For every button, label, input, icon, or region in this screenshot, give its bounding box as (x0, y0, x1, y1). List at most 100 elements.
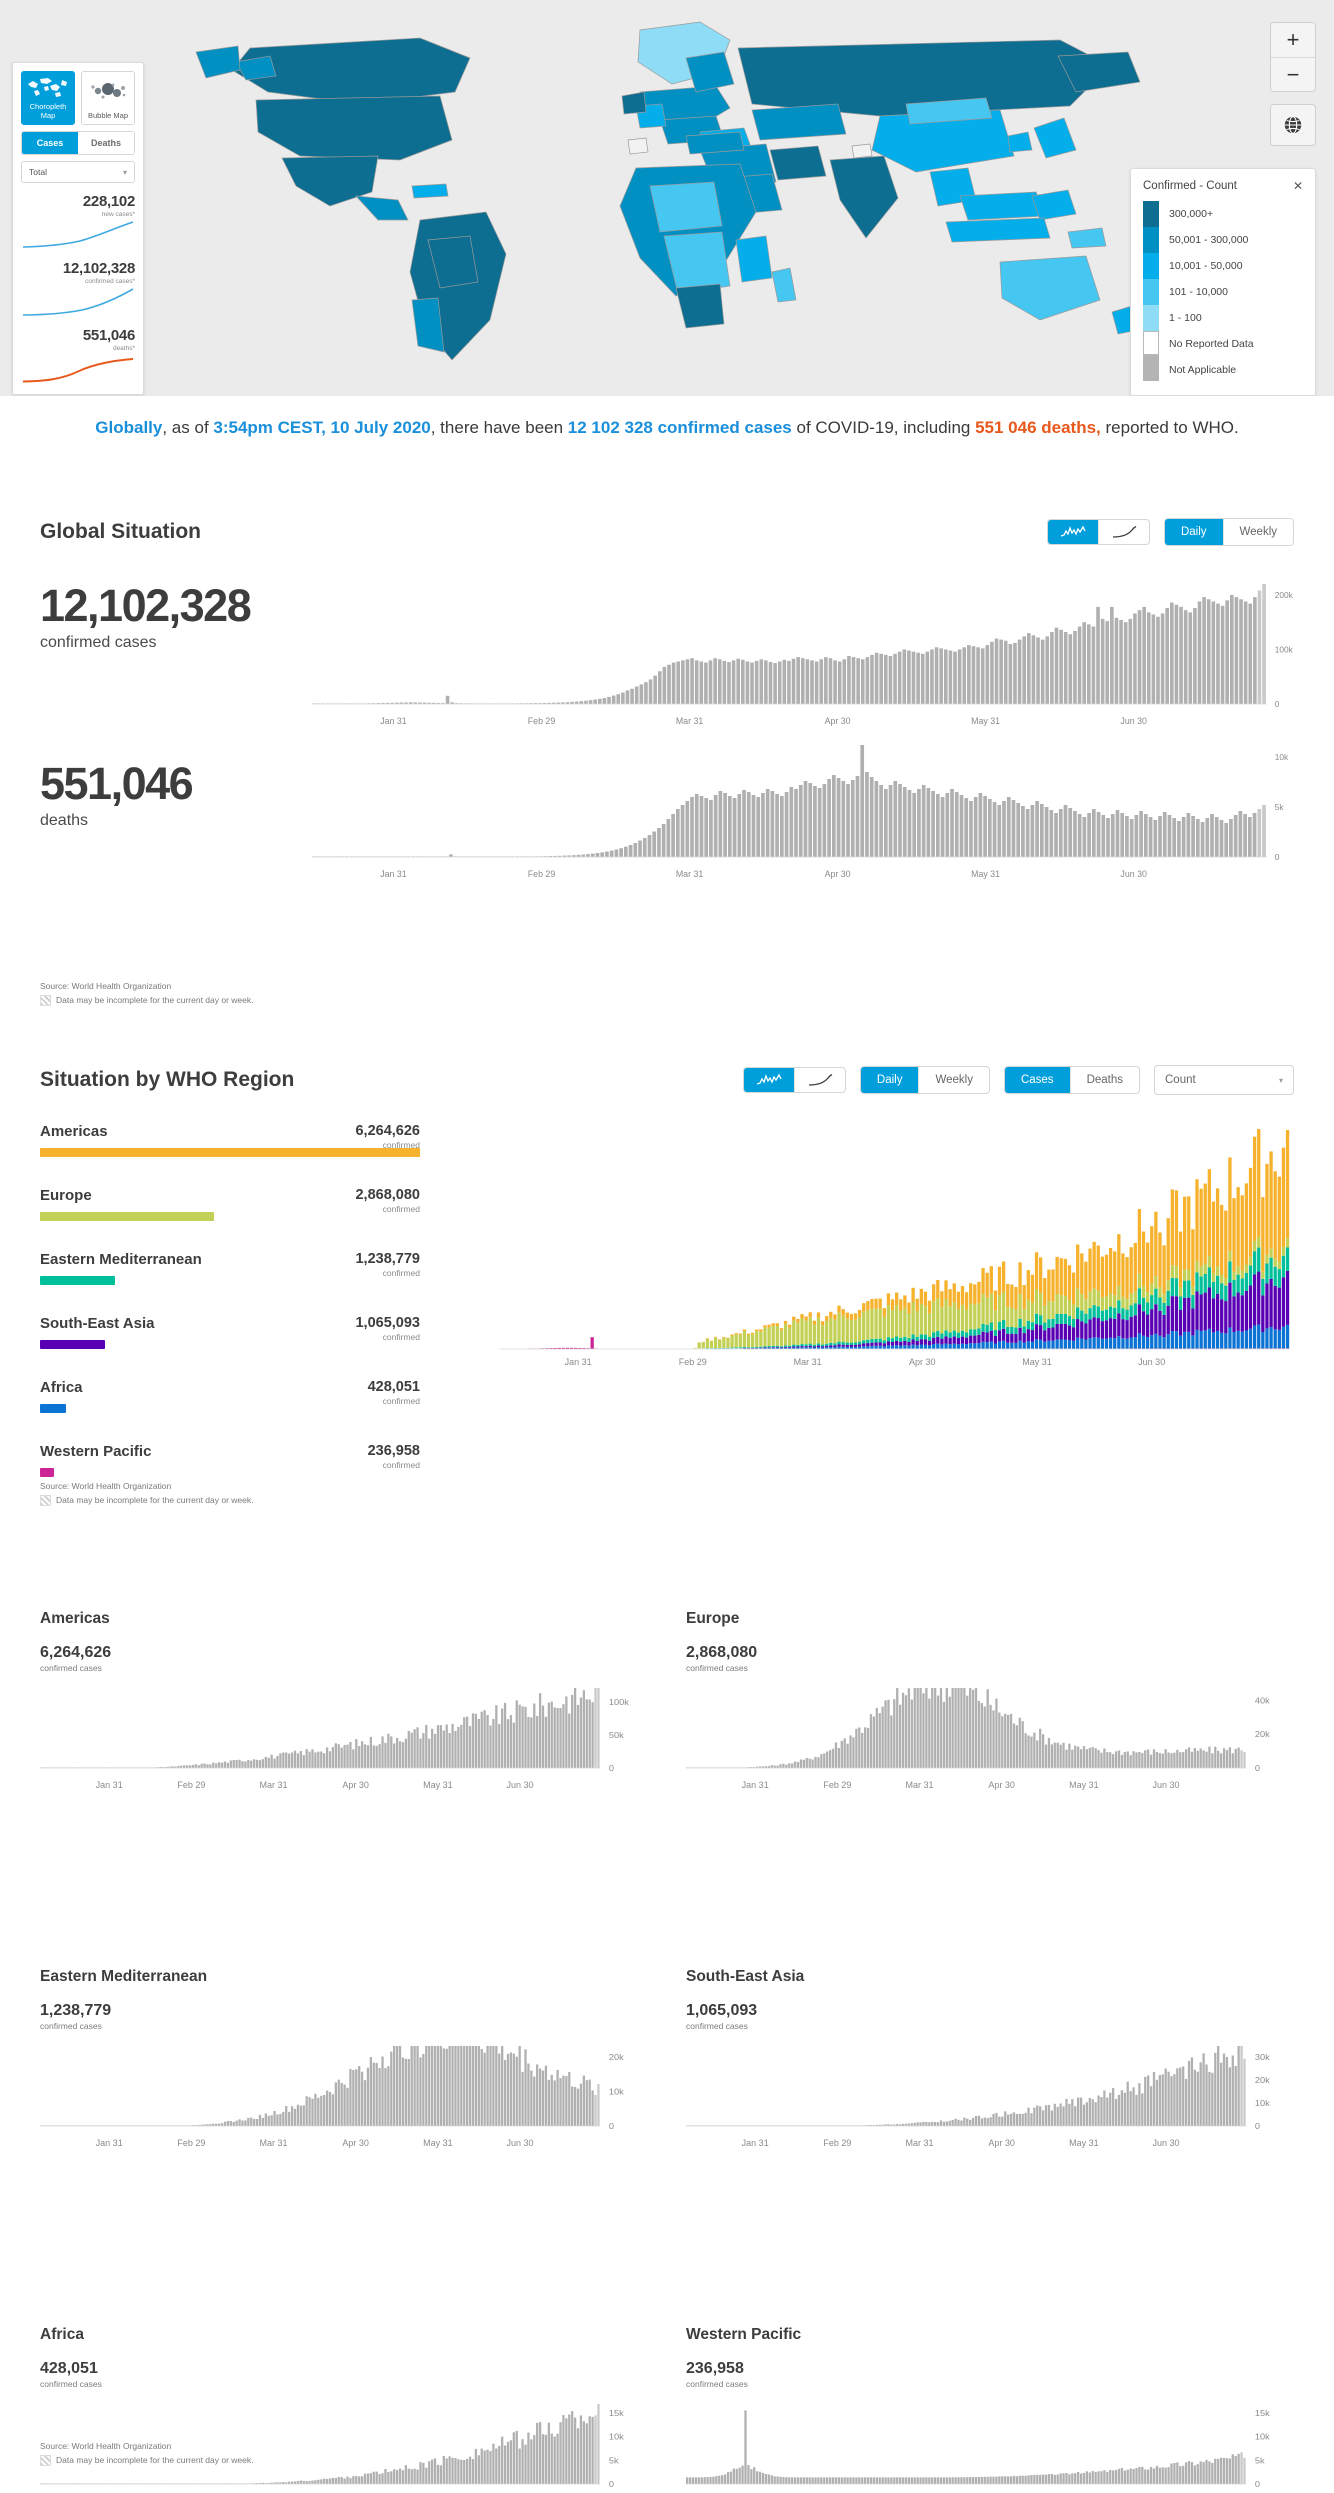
svg-text:0: 0 (1275, 852, 1280, 862)
small-multiple-panel: Europe 2,868,080 confirmed cases 40k 20k 0 Jan… (686, 1610, 1294, 1790)
region-name: Africa (40, 1379, 83, 1396)
small-multiple-xaxis: Jan 31 Feb 29 Mar 31 Apr 30 May 31 Jun 30 (96, 2138, 534, 2148)
panel-stat-deaths: 551,046 deaths* (21, 327, 135, 352)
region-value-sublabel: confirmed (382, 1268, 420, 1278)
global-confirmed-xaxis: Jan 31 Feb 29 Mar 31 Apr 30 May 31 Jun 30 (380, 716, 1147, 726)
zoom-out-button[interactable]: − (1271, 57, 1315, 91)
zoom-in-button[interactable]: + (1271, 23, 1315, 57)
global-interval-weekly[interactable]: Weekly (1222, 519, 1293, 545)
banner-confirmed-cases: 12 102 328 confirmed cases (567, 418, 792, 437)
small-multiple-chart[interactable]: 100k 50k 0 (40, 1688, 648, 1774)
svg-text:Mar 31: Mar 31 (259, 1780, 287, 1790)
global-cases-label: confirmed cases (40, 634, 157, 651)
region-list-item[interactable]: Western Pacific 236,958 confirmed (40, 1443, 420, 1495)
region-charttype-bar[interactable] (743, 1068, 794, 1092)
region-charttype-line[interactable] (793, 1068, 845, 1092)
svg-text:5k: 5k (609, 2456, 619, 2466)
region-value-sublabel: confirmed (382, 1204, 420, 1214)
map-tab-choropleth[interactable]: Choropleth Map (21, 71, 75, 125)
svg-text:5k: 5k (1255, 2456, 1265, 2466)
svg-text:0: 0 (609, 2121, 614, 2131)
map-period-value: Total (29, 167, 47, 177)
world-map[interactable]: + − (0, 0, 1334, 396)
footer-source: Source: World Health Organization (40, 2441, 172, 2451)
region-bar (40, 1212, 215, 1221)
region-name: Eastern Mediterranean (40, 1251, 202, 1268)
legend-title: Confirmed - Count (1143, 180, 1237, 192)
banner-timestamp: 3:54pm CEST, 10 July 2020 (213, 418, 431, 437)
chevron-down-icon: ▾ (122, 167, 127, 177)
panel-stat-new-cases-value: 228,102 (82, 193, 135, 210)
map-metric-cases[interactable]: Cases (22, 132, 78, 154)
map-legend[interactable]: Confirmed - Count ✕ 300,000+ 50,001 - 30… (1130, 168, 1316, 396)
svg-text:Jun 30: Jun 30 (1152, 2138, 1179, 2148)
region-interval-daily[interactable]: Daily (860, 1067, 919, 1093)
svg-text:Feb 29: Feb 29 (528, 716, 556, 726)
region-list-item[interactable]: Americas 6,264,626 confirmed (40, 1123, 420, 1175)
global-note: Data may be incomplete for the current d… (56, 995, 254, 1005)
svg-text:May 31: May 31 (1069, 1780, 1099, 1790)
legend-label: 300,000+ (1169, 208, 1214, 220)
region-unit-select[interactable]: Count ▾ (1154, 1065, 1294, 1095)
globe-icon[interactable] (1270, 104, 1316, 146)
svg-text:15k: 15k (609, 2408, 624, 2418)
legend-label: 101 - 10,000 (1169, 286, 1228, 298)
svg-text:May 31: May 31 (1022, 1357, 1052, 1367)
panel-stat-deaths-value: 551,046 (82, 327, 135, 344)
region-list-item[interactable]: Eastern Mediterranean 1,238,779 confirmed (40, 1251, 420, 1303)
sparkline-new-cases (22, 221, 134, 248)
map-control-panel[interactable]: Choropleth Map (12, 62, 144, 395)
small-multiple-label: confirmed cases (686, 1663, 748, 1673)
banner-mid1: , there have been (430, 418, 568, 437)
chevron-down-icon: ▾ (1278, 1075, 1283, 1085)
who-region-controls: Daily Weekly Cases Deaths Count ▾ (742, 1065, 1294, 1095)
legend-label: Not Applicable (1169, 364, 1237, 376)
global-confirmed-chart[interactable]: 0 100k 200k (312, 580, 1312, 710)
map-metric-tabs: Cases Deaths (21, 131, 135, 155)
svg-text:Jan 31: Jan 31 (565, 1357, 592, 1367)
region-charttype-toggle (742, 1067, 846, 1093)
small-multiple-label: confirmed cases (40, 2021, 102, 2031)
region-value-sublabel: confirmed (382, 1460, 420, 1470)
region-list-item[interactable]: South-East Asia 1,065,093 confirmed (40, 1315, 420, 1367)
map-tab-bubble[interactable]: Bubble Map (81, 71, 135, 125)
small-multiple-chart[interactable]: 40k 20k 0 (686, 1688, 1294, 1774)
legend-label: 1 - 100 (1169, 312, 1202, 324)
legend-swatch (1143, 253, 1159, 279)
region-value: 2,868,080 (355, 1187, 420, 1203)
small-multiple-chart[interactable]: 20k 10k 0 (40, 2046, 648, 2132)
svg-text:10k: 10k (1275, 752, 1289, 762)
svg-text:30k: 30k (1255, 2052, 1270, 2062)
global-interval-daily[interactable]: Daily (1164, 519, 1223, 545)
region-stacked-chart[interactable] (500, 1123, 1290, 1353)
svg-text:0: 0 (1255, 2121, 1260, 2131)
svg-text:Apr 30: Apr 30 (342, 1780, 369, 1790)
small-multiple-label: confirmed cases (686, 2379, 748, 2389)
small-multiple-value: 1,065,093 (686, 2002, 758, 2019)
svg-text:Jan 31: Jan 31 (380, 869, 407, 879)
global-charttype-bar[interactable] (1047, 520, 1098, 544)
svg-text:Jun 30: Jun 30 (1152, 1780, 1179, 1790)
global-deaths-chart[interactable]: 0 5k 10k (312, 733, 1312, 863)
region-metric-deaths[interactable]: Deaths (1069, 1067, 1139, 1093)
region-metric-cases[interactable]: Cases (1004, 1067, 1070, 1093)
close-icon[interactable]: ✕ (1292, 179, 1303, 193)
region-value-group: 1,065,093 confirmed (355, 1315, 420, 1342)
small-multiple-label: confirmed cases (686, 2021, 748, 2031)
region-value: 428,051 (367, 1379, 420, 1395)
small-multiple-chart[interactable]: 30k 20k 10k 0 (686, 2046, 1294, 2132)
small-multiple-value: 236,958 (686, 2360, 744, 2377)
small-multiple-chart[interactable]: 15k 10k 5k 0 (686, 2404, 1294, 2490)
small-multiple-chart[interactable]: 15k 10k 5k 0 (40, 2404, 648, 2490)
map-metric-deaths[interactable]: Deaths (78, 132, 134, 154)
region-legend-list: Americas 6,264,626 confirmed Europe 2,868,08… (40, 1123, 420, 1507)
svg-text:Mar 31: Mar 31 (676, 716, 704, 726)
small-multiple-value: 2,868,080 (686, 1644, 758, 1661)
region-interval-weekly[interactable]: Weekly (918, 1067, 988, 1093)
region-list-item[interactable]: Africa 428,051 confirmed (40, 1379, 420, 1431)
global-charttype-line[interactable] (1097, 520, 1149, 544)
map-period-select[interactable]: Total ▾ (21, 161, 135, 183)
svg-text:20k: 20k (1255, 1730, 1270, 1740)
region-list-item[interactable]: Europe 2,868,080 confirmed (40, 1187, 420, 1239)
